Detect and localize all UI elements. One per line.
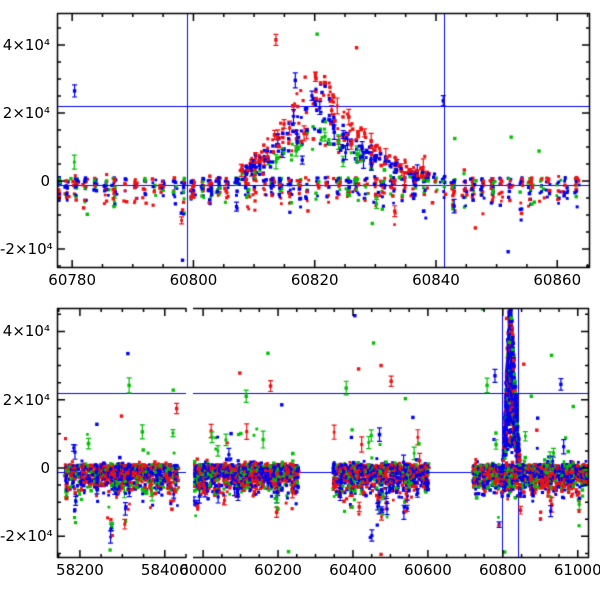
x-tick-label: 60400 <box>329 561 377 579</box>
y-tick-label: 0 <box>40 459 50 477</box>
x-tick-label: 60820 <box>290 271 339 289</box>
y-tick-label: 4×10⁴ <box>2 36 50 54</box>
y-tick-label: 2×10⁴ <box>2 390 50 409</box>
x-tick-label: 60780 <box>48 271 97 289</box>
y-tick-label: -2×10⁴ <box>0 240 53 258</box>
x-tick-label: 60600 <box>404 561 452 579</box>
x-tick-label: 61000 <box>553 561 600 579</box>
x-tick-label: 60800 <box>169 271 218 289</box>
y-tick-label: -2×10⁴ <box>0 527 53 546</box>
x-tick-label: 60200 <box>254 561 302 579</box>
y-tick-label: 2×10⁴ <box>2 104 50 122</box>
y-tick-label: 0 <box>40 172 50 190</box>
x-tick-label: 60860 <box>533 271 582 289</box>
x-tick-label: 58200 <box>56 561 104 579</box>
x-tick-label: 58400 <box>140 561 189 579</box>
x-tick-label: 60840 <box>412 271 460 289</box>
x-tick-label: 60800 <box>478 561 527 579</box>
x-tick-label: 60000 <box>179 561 227 579</box>
y-tick-label: 4×10⁴ <box>2 322 50 341</box>
